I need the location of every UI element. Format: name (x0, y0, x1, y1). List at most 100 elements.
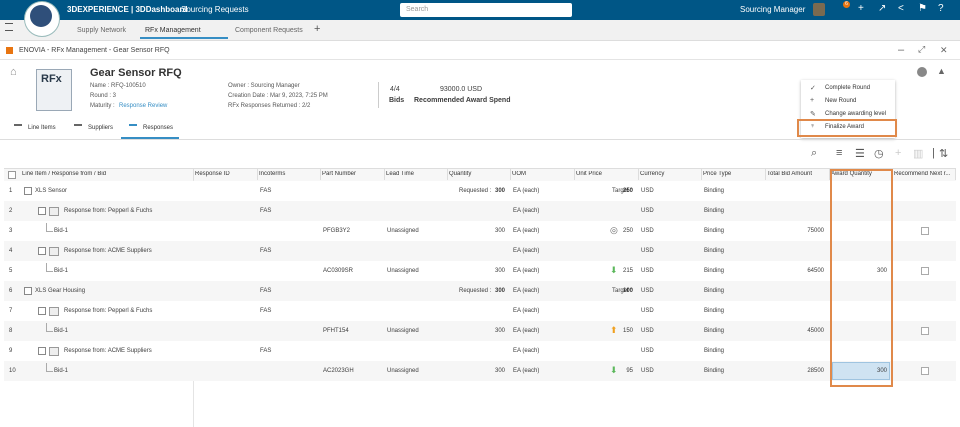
expander[interactable] (38, 207, 46, 215)
checkbox[interactable] (8, 171, 16, 179)
subtab[interactable]: Responses (143, 125, 174, 131)
column-header[interactable]: Price Type (703, 171, 732, 177)
highlight (797, 119, 897, 137)
user[interactable]: Sourcing Manager (740, 5, 806, 14)
column-header[interactable]: Currency (640, 171, 665, 177)
item: Bid-1 (54, 368, 69, 374)
tool[interactable]: ≡ (836, 147, 843, 159)
column-header[interactable]: Response ID (195, 171, 230, 177)
item: Bid-1 (54, 228, 69, 234)
column-header[interactable]: Lead Time (386, 171, 415, 177)
column-header[interactable]: Unit Price (576, 171, 603, 177)
ctrl[interactable]: – (898, 44, 905, 56)
menu-item[interactable]: New Round (825, 98, 857, 104)
row (4, 301, 956, 321)
checkbox[interactable] (921, 267, 929, 275)
expander[interactable] (24, 187, 32, 195)
menu-item[interactable]: Complete Round (825, 85, 871, 91)
column-header[interactable]: Part Number (322, 171, 357, 177)
item[interactable]: Response from: ACME Suppliers (64, 348, 152, 354)
subtab-icon[interactable] (74, 124, 82, 132)
column-header[interactable]: Recommend Next r... (894, 171, 951, 177)
row-num: 7 (9, 308, 13, 314)
app-name[interactable]: Sourcing Requests (181, 5, 249, 14)
maturity[interactable]: Response Review (119, 103, 168, 109)
menu-icon[interactable] (5, 23, 13, 31)
subtab[interactable]: Line Items (28, 125, 56, 131)
column-header[interactable]: Line Item / Response from / Bid (22, 171, 107, 177)
tool[interactable]: | (932, 147, 935, 159)
tool[interactable]: ⇅ (939, 148, 949, 160)
field: Creation Date : Mar 9, 2023, 7:25 PM (228, 93, 328, 99)
breadcrumb: ENOVIA - RFx Management - Gear Sensor RF… (19, 47, 170, 54)
tree-line (46, 223, 53, 232)
lead: Unassigned (387, 268, 419, 274)
item[interactable]: Response from: ACME Suppliers (64, 248, 152, 254)
menu-icon[interactable]: ✓ (810, 85, 816, 92)
row (4, 221, 956, 241)
incoterms: FAS (260, 348, 272, 354)
home[interactable]: ⌂ (10, 66, 17, 78)
ctrl[interactable]: ✕ (940, 45, 948, 55)
checkbox[interactable] (921, 227, 929, 235)
tab[interactable]: RFx Management (145, 27, 201, 34)
uom: EA (each) (513, 368, 540, 374)
menu-item[interactable]: Change awarding level (825, 111, 887, 117)
ctrl[interactable]: ⤢ (918, 44, 926, 54)
currency: USD (641, 208, 654, 214)
tool[interactable]: ▥ (913, 148, 924, 160)
tool[interactable]: + (895, 147, 902, 159)
top-icon[interactable]: ⚑ (918, 3, 927, 14)
top-icon[interactable]: < (898, 3, 904, 14)
top-icon[interactable]: ? (938, 3, 944, 14)
uom: EA (each) (513, 228, 540, 234)
column-header[interactable]: Incoterms (259, 171, 286, 177)
expander[interactable] (38, 247, 46, 255)
supplier-icon (49, 247, 59, 256)
tool[interactable]: ⌕ (811, 147, 818, 159)
price-type: Binding (704, 228, 725, 234)
menu-item[interactable]: Finalize Award (825, 124, 864, 130)
award-selected (832, 362, 890, 380)
subtab-icon[interactable] (129, 124, 137, 132)
tool[interactable]: ☰ (855, 148, 865, 160)
add-tab[interactable]: + (314, 23, 321, 35)
row-num: 8 (9, 328, 13, 334)
top-icon[interactable]: ↗ (878, 3, 887, 14)
menu-icon[interactable]: + (810, 97, 815, 104)
info[interactable] (917, 67, 927, 77)
menu-icon[interactable]: ♆ (810, 123, 816, 130)
row (4, 201, 956, 221)
item[interactable]: XLS Gear Housing (35, 288, 86, 294)
column-header[interactable]: UOM (512, 171, 526, 177)
expander[interactable] (24, 287, 32, 295)
item[interactable]: Response from: Pepperl & Fuchs (64, 208, 153, 214)
item[interactable]: XLS Sensor (35, 188, 68, 194)
collapse[interactable]: ▲ (937, 66, 946, 76)
price-type: Binding (704, 348, 725, 354)
subtab-underline (121, 137, 179, 139)
part: PFHT154 (323, 328, 349, 334)
qty-label: Requested : (459, 188, 492, 194)
part: AC0309SR (323, 268, 354, 274)
menu-icon[interactable]: ✎ (810, 111, 816, 118)
row (4, 241, 956, 261)
top-icon[interactable]: + (858, 3, 864, 14)
column-header[interactable]: Total Bid Amount (767, 171, 813, 177)
tab[interactable]: Component Requests (235, 27, 303, 34)
column-header[interactable]: Award Quantity (831, 171, 872, 177)
expander[interactable] (38, 307, 46, 315)
subtab[interactable]: Suppliers (88, 125, 114, 131)
checkbox[interactable] (921, 367, 929, 375)
tool[interactable]: ◷ (874, 148, 884, 160)
expander[interactable] (38, 347, 46, 355)
subtab-icon[interactable] (14, 124, 22, 132)
rfx-icon (36, 69, 72, 111)
tab[interactable]: Supply Network (77, 27, 127, 34)
row-num: 10 (9, 368, 16, 374)
column-header[interactable]: Quantity (449, 171, 472, 177)
item[interactable]: Response from: Pepperl & Fuchs (64, 308, 153, 314)
search[interactable]: Search (400, 3, 572, 17)
checkbox[interactable] (921, 327, 929, 335)
incoterms: FAS (260, 208, 272, 214)
